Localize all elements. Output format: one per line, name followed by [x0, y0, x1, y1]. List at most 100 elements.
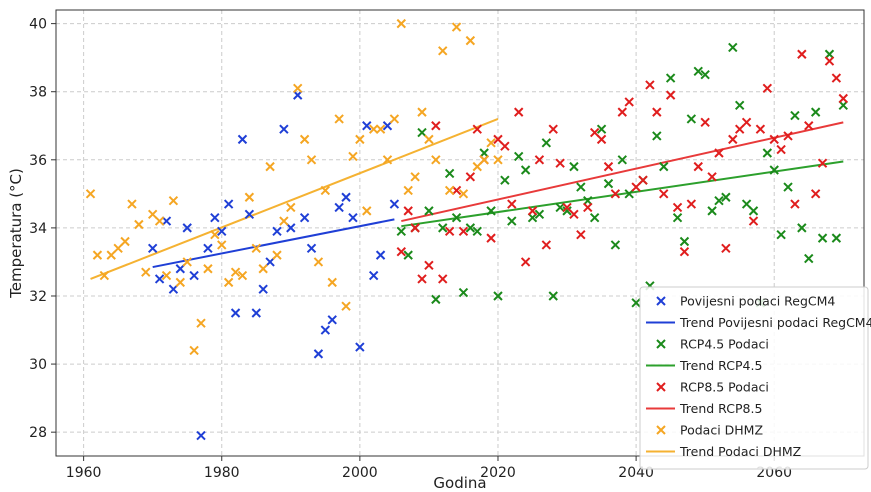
povijesni-podaci-regcm4-point	[223, 199, 234, 209]
povijesni-podaci-regcm4-point	[306, 243, 317, 254]
podaci-dhmz-point	[389, 114, 400, 124]
povijesni-podaci-regcm4-point	[348, 212, 358, 223]
rcp4-5-podaci-point	[790, 110, 800, 121]
povijesni-podaci-regcm4-point	[368, 270, 379, 281]
podaci-dhmz-point	[396, 18, 407, 29]
podaci-dhmz-point	[451, 22, 462, 32]
legend-marker-podaci-dhmz	[656, 425, 666, 435]
rcp8-5-podaci-point	[596, 134, 607, 145]
podaci-dhmz-point	[168, 195, 179, 206]
rcp4-5-podaci-point	[438, 223, 448, 233]
podaci-dhmz-point	[230, 267, 241, 277]
rcp8-5-podaci-point	[444, 226, 455, 237]
rcp4-5-podaci-point	[576, 182, 586, 192]
rcp8-5-podaci-point	[438, 274, 448, 284]
rcp4-5-podaci-point	[465, 223, 476, 233]
podaci-dhmz-point	[85, 189, 96, 199]
x-tick-label: 1980	[204, 465, 240, 481]
rcp4-5-podaci-point	[562, 206, 572, 216]
y-tick-label: 32	[29, 289, 47, 305]
povijesni-podaci-regcm4-point	[293, 90, 303, 100]
rcp8-5-podaci-point	[631, 182, 641, 192]
podaci-dhmz-point	[237, 270, 248, 281]
x-tick-label: 1960	[66, 465, 102, 481]
rcp8-5-podaci-point	[776, 144, 786, 155]
rcp4-5-podaci-point	[569, 161, 579, 172]
povijesni-podaci-regcm4-point	[230, 308, 241, 318]
podaci-dhmz-point	[410, 172, 420, 182]
rcp8-5-podaci-point	[665, 90, 676, 100]
rcp8-5-podaci-point	[755, 124, 766, 134]
podaci-dhmz-point	[348, 151, 358, 162]
y-axis-title: Temperatura (°C)	[7, 168, 25, 299]
rcp4-5-podaci-point	[610, 240, 621, 250]
rcp4-5-podaci-point	[534, 209, 545, 219]
rcp4-5-podaci-point	[396, 226, 407, 237]
rcp4-5-podaci-point	[513, 151, 524, 162]
podaci-dhmz-point	[362, 206, 372, 216]
povijesni-podaci-regcm4-point	[327, 315, 337, 325]
podaci-dhmz-point	[182, 257, 192, 267]
rcp4-5-podaci-point	[804, 253, 814, 264]
y-tick-label: 34	[29, 221, 47, 237]
rcp4-5-podaci-point	[541, 138, 552, 148]
legend: Povijesni podaci RegCM4 Trend Povijesni p…	[639, 286, 871, 470]
podaci-dhmz-point	[203, 264, 213, 274]
podaci-dhmz-point	[99, 270, 110, 281]
podaci-dhmz-point	[479, 155, 489, 165]
povijesni-podaci-regcm4-point	[154, 274, 165, 284]
rcp8-5-podaci-point	[500, 141, 510, 151]
povijesni-podaci-regcm4-point	[251, 308, 261, 318]
povijesni-podaci-regcm4-point	[313, 349, 324, 359]
rcp4-5-podaci-point	[603, 178, 614, 189]
rcp8-5-podaci-point	[831, 73, 842, 83]
y-tick-label: 36	[29, 153, 47, 169]
rcp8-5-podaci-point	[804, 121, 814, 131]
podaci-dhmz-point	[251, 243, 261, 254]
povijesni-podaci-regcm4-point	[161, 216, 172, 226]
rcp4-5-podaci-point	[679, 236, 690, 247]
plot-area-frame	[55, 9, 865, 457]
rcp8-5-podaci-point	[396, 247, 407, 257]
rcp4-5-podaci-point	[624, 189, 634, 199]
podaci-dhmz-point	[189, 345, 199, 356]
rcp8-5-podaci-point	[652, 107, 662, 117]
rcp4-5-podaci-point	[741, 199, 752, 209]
povijesni-podaci-regcm4-point	[217, 226, 227, 237]
rcp4-5-podaci-point	[424, 206, 434, 216]
rcp8-5-podaci-point	[465, 172, 476, 182]
rcp8-5-podaci-point	[817, 158, 828, 168]
legend-label-trend-rcp4-5: Trend RCP4.5	[679, 358, 762, 373]
podaci-dhmz-point	[486, 138, 496, 148]
podaci-dhmz-point	[375, 124, 386, 134]
rcp8-5-podaci-point	[638, 175, 648, 185]
povijesni-podaci-regcm4-point	[279, 124, 289, 134]
rcp8-5-podaci-point	[790, 199, 800, 209]
rcp4-5-podaci-point	[486, 206, 496, 216]
legend-label-trend-podaci-dhmz: Trend Podaci DHMZ	[679, 444, 801, 459]
podaci-dhmz-point	[431, 155, 441, 165]
rcp4-5-podaci-point	[458, 287, 469, 298]
rcp8-5-podaci-point	[700, 117, 710, 128]
rcp4-5-podaci-point	[707, 206, 717, 216]
rcp4-5-podaci-point	[493, 291, 503, 301]
rcp8-5-podaci-point	[424, 260, 434, 271]
rcp8-5-podaci-point	[734, 124, 745, 134]
rcp4-5-podaci-point	[659, 161, 669, 172]
rcp4-5-podaci-point	[520, 165, 531, 175]
rcp4-5-podaci-point	[776, 229, 786, 240]
povijesni-podaci-regcm4-point	[355, 342, 365, 352]
trend-povijesni-podaci-regcm4-line	[152, 218, 395, 269]
povijesni-podaci-regcm4-point	[258, 284, 268, 294]
rcp8-5-podaci-point	[576, 229, 586, 240]
rcp8-5-podaci-point	[679, 247, 690, 257]
rcp8-5-podaci-point	[728, 134, 738, 145]
podaci-dhmz-point	[106, 250, 116, 260]
trend-podaci-dhmz-line	[90, 118, 499, 280]
povijesni-podaci-regcm4-point	[362, 121, 372, 131]
podaci-dhmz-point	[217, 240, 227, 250]
podaci-dhmz-point	[444, 185, 455, 196]
y-tick-label: 30	[29, 357, 47, 373]
data-markers	[85, 18, 848, 441]
povijesni-podaci-regcm4-point	[182, 223, 192, 233]
